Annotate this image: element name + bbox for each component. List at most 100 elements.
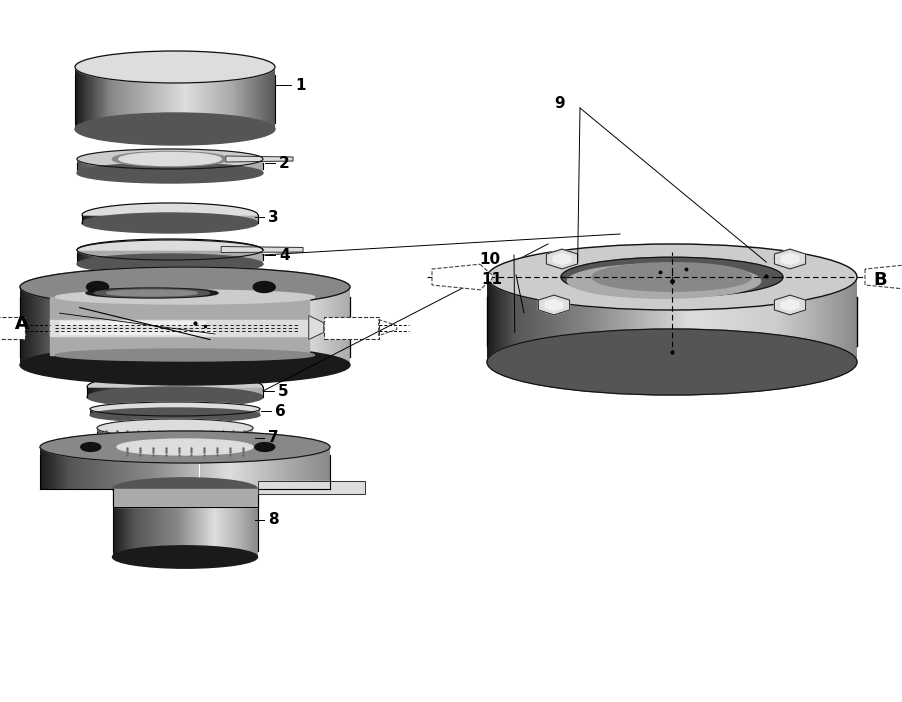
Polygon shape	[118, 250, 119, 264]
Polygon shape	[158, 387, 159, 397]
Polygon shape	[796, 277, 797, 362]
Polygon shape	[218, 250, 219, 264]
Polygon shape	[78, 159, 79, 173]
Polygon shape	[78, 447, 80, 489]
Polygon shape	[126, 215, 127, 223]
Polygon shape	[68, 447, 69, 489]
Polygon shape	[820, 277, 822, 362]
Polygon shape	[188, 387, 189, 397]
Polygon shape	[325, 447, 327, 489]
Polygon shape	[183, 250, 185, 264]
Polygon shape	[148, 250, 150, 264]
Polygon shape	[133, 387, 135, 397]
Polygon shape	[676, 277, 678, 362]
Polygon shape	[130, 159, 131, 173]
Polygon shape	[82, 159, 83, 173]
Polygon shape	[239, 409, 240, 415]
Polygon shape	[98, 67, 99, 129]
Polygon shape	[104, 159, 105, 173]
Polygon shape	[158, 159, 159, 173]
Polygon shape	[678, 277, 680, 362]
Polygon shape	[197, 409, 198, 415]
Polygon shape	[128, 67, 130, 129]
Polygon shape	[120, 409, 121, 415]
Polygon shape	[165, 250, 166, 264]
Polygon shape	[135, 447, 137, 489]
Polygon shape	[253, 67, 255, 129]
Text: 1: 1	[295, 77, 306, 93]
Polygon shape	[166, 159, 167, 173]
Polygon shape	[64, 447, 66, 489]
Polygon shape	[186, 67, 188, 129]
Polygon shape	[85, 447, 87, 489]
Polygon shape	[259, 387, 260, 397]
Polygon shape	[781, 300, 798, 310]
Polygon shape	[168, 387, 170, 397]
Polygon shape	[186, 159, 187, 173]
Polygon shape	[92, 215, 93, 223]
Polygon shape	[826, 277, 828, 362]
Polygon shape	[189, 409, 190, 415]
Polygon shape	[306, 447, 308, 489]
Polygon shape	[237, 250, 238, 264]
Polygon shape	[205, 159, 207, 173]
Polygon shape	[94, 250, 95, 264]
Polygon shape	[262, 67, 264, 129]
Polygon shape	[148, 387, 149, 397]
Polygon shape	[166, 67, 167, 129]
Ellipse shape	[56, 290, 315, 304]
Polygon shape	[112, 159, 113, 173]
Polygon shape	[805, 277, 807, 362]
Polygon shape	[752, 277, 754, 362]
Polygon shape	[567, 277, 569, 362]
Polygon shape	[200, 409, 201, 415]
Polygon shape	[287, 447, 288, 489]
Polygon shape	[510, 277, 511, 362]
Polygon shape	[96, 387, 97, 397]
Polygon shape	[487, 277, 489, 362]
Polygon shape	[238, 387, 240, 397]
Polygon shape	[213, 67, 214, 129]
Polygon shape	[133, 67, 135, 129]
Polygon shape	[228, 409, 229, 415]
Polygon shape	[145, 250, 146, 264]
Polygon shape	[94, 159, 95, 173]
Polygon shape	[205, 387, 206, 397]
Polygon shape	[84, 215, 85, 223]
Polygon shape	[90, 447, 92, 489]
Polygon shape	[162, 215, 163, 223]
Polygon shape	[147, 250, 148, 264]
Polygon shape	[170, 67, 171, 129]
Polygon shape	[256, 387, 257, 397]
Polygon shape	[538, 295, 569, 315]
Polygon shape	[211, 409, 212, 415]
Polygon shape	[161, 409, 162, 415]
Polygon shape	[239, 159, 240, 173]
Polygon shape	[545, 277, 547, 362]
Polygon shape	[769, 277, 770, 362]
Polygon shape	[196, 250, 197, 264]
Polygon shape	[557, 277, 559, 362]
Polygon shape	[179, 215, 180, 223]
Polygon shape	[117, 387, 118, 397]
Polygon shape	[253, 447, 254, 489]
Polygon shape	[202, 159, 203, 173]
Polygon shape	[226, 250, 228, 264]
Polygon shape	[234, 215, 235, 223]
Polygon shape	[196, 215, 197, 223]
Polygon shape	[201, 447, 203, 489]
Polygon shape	[124, 387, 125, 397]
Polygon shape	[174, 215, 175, 223]
Polygon shape	[102, 67, 103, 129]
Polygon shape	[318, 447, 320, 489]
Polygon shape	[194, 409, 195, 415]
Polygon shape	[109, 159, 110, 173]
Polygon shape	[209, 250, 210, 264]
Polygon shape	[219, 387, 220, 397]
Polygon shape	[101, 159, 102, 173]
Polygon shape	[101, 215, 102, 223]
Polygon shape	[696, 277, 699, 362]
Polygon shape	[228, 447, 230, 489]
Polygon shape	[235, 215, 236, 223]
Polygon shape	[198, 159, 199, 173]
